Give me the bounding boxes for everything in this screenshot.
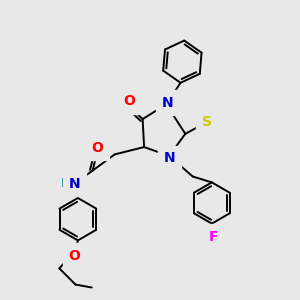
Text: N: N	[68, 177, 80, 191]
Text: O: O	[68, 249, 80, 263]
Text: F: F	[209, 230, 219, 244]
Text: N: N	[162, 96, 173, 110]
Text: O: O	[123, 94, 135, 108]
Text: S: S	[202, 115, 212, 129]
Text: O: O	[92, 141, 103, 154]
Text: N: N	[164, 151, 176, 165]
Text: H: H	[61, 177, 71, 190]
